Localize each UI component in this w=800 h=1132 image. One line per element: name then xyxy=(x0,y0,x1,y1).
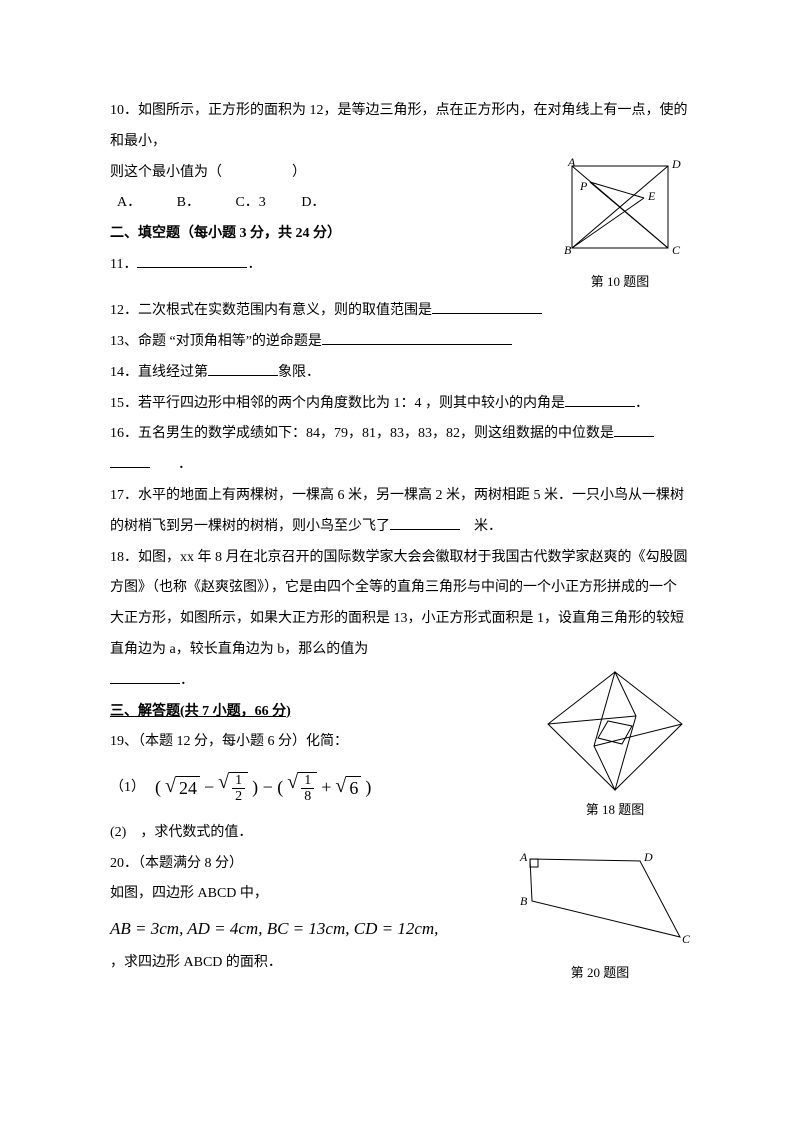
q16b: ． xyxy=(110,450,690,481)
q16: 16．五名男生的数学成绩如下：84，79，81，83，83，82，则这组数据的中… xyxy=(110,419,690,450)
q15-blank xyxy=(565,393,635,407)
q15: 15．若平行四边形中相邻的两个内角度数比为 1：4 ，则其中较小的内角是 ． xyxy=(110,389,690,420)
q17-blank xyxy=(390,516,460,530)
q14-text-b: 象限． xyxy=(278,365,320,380)
q13-blank xyxy=(322,331,512,345)
q15-text-a: 15．若平行四边形中相邻的两个内角度数比为 1：4 ，则其中较小的内角是 xyxy=(110,396,565,411)
q14-text-a: 14．直线经过第 xyxy=(110,365,208,380)
svg-text:A: A xyxy=(519,850,528,864)
q16-blank2 xyxy=(110,454,150,468)
svg-text:B: B xyxy=(564,243,572,257)
q10-fig-label: 第 10 题图 xyxy=(550,268,690,297)
svg-text:B: B xyxy=(520,894,528,908)
q11-blank xyxy=(137,254,247,268)
section-2-heading: 二、填空题（每小题 3 分，共 24 分） xyxy=(110,219,550,250)
q20-figure: A D B C xyxy=(510,849,690,959)
q20-eq-text: AB = 3cm, AD = 4cm, BC = 13cm, CD = 12cm… xyxy=(110,919,438,938)
q10-line1: 10．如图所示，正方形的面积为 12，是等边三角形，点在正方形内，在对角线上有一… xyxy=(110,96,690,158)
q17-text-b: 米． xyxy=(460,519,502,534)
q10-choice-b: B． xyxy=(177,188,200,219)
q16-text: 16．五名男生的数学成绩如下：84，79，81，83，83，82，则这组数据的中… xyxy=(110,426,614,441)
svg-text:C: C xyxy=(672,243,681,257)
q18-figure xyxy=(540,666,690,796)
q11-dot: ． xyxy=(247,257,261,272)
q10-line2: 则这个最小值为（ ） xyxy=(110,158,550,189)
svg-text:A: A xyxy=(567,158,576,169)
svg-text:D: D xyxy=(671,158,681,171)
q19-1: （1） ( √24 − √12 ) − ( √18 + √6 ) xyxy=(110,758,532,818)
q10-choices: A． B． C．3 D． xyxy=(110,188,550,219)
q12-text: 12．二次根式在实数范围内有意义，则的取值范围是 xyxy=(110,303,432,318)
q18-text: 18．如图，xx 年 8 月在北京召开的国际数学家大会会徽取材于我国古代数学家赵… xyxy=(110,550,688,657)
q10-choice-d: D． xyxy=(301,188,325,219)
svg-text:C: C xyxy=(682,932,690,946)
q18-dot: ． xyxy=(180,673,194,688)
q11: 11． ． xyxy=(110,250,550,281)
svg-text:D: D xyxy=(643,850,653,864)
section-3-heading: 三、解答题(共 7 小题，66 分) xyxy=(110,697,291,728)
q13-text: 13、命题 “对顶角相等”的逆命题是 xyxy=(110,334,322,349)
q16-blank xyxy=(614,423,654,437)
q11-num: 11． xyxy=(110,257,137,272)
q18-blank xyxy=(110,670,180,684)
q10-choice-c: C．3 xyxy=(235,188,265,219)
q18: 18．如图，xx 年 8 月在北京召开的国际数学家大会会徽取材于我国古代数学家赵… xyxy=(110,543,690,666)
q14: 14．直线经过第 象限． xyxy=(110,358,690,389)
q10-choice-a: A． xyxy=(117,188,141,219)
q12-blank xyxy=(432,300,542,314)
q18-figure-wrap: 第 18 题图 xyxy=(540,666,690,825)
q20-figure-wrap: A D B C 第 20 题图 xyxy=(510,849,690,988)
q20-fig-label: 第 20 题图 xyxy=(510,959,690,988)
q16-dot: ． xyxy=(150,457,192,472)
q19-1-formula: ( √24 − √12 ) − ( √18 + √6 ) xyxy=(155,768,371,808)
q14-blank xyxy=(208,362,278,376)
q15-text-b: ． xyxy=(635,396,649,411)
q17: 17．水平的地面上有两棵树，一棵高 6 米，另一棵高 2 米，两树相距 5 米．… xyxy=(110,481,690,543)
q20-b-text: 如图，四边形 ABCD 中， xyxy=(110,886,268,901)
q10-figure: A D B C P E xyxy=(550,158,690,268)
q12: 12．二次根式在实数范围内有意义，则的取值范围是 xyxy=(110,296,690,327)
q10-figure-wrap: A D B C P E 第 10 题图 xyxy=(550,158,690,297)
svg-text:E: E xyxy=(647,189,656,203)
svg-text:P: P xyxy=(579,179,588,193)
q13: 13、命题 “对顶角相等”的逆命题是 xyxy=(110,327,690,358)
q19-1-label: （1） xyxy=(110,773,145,804)
q18-fig-label: 第 18 题图 xyxy=(540,796,690,825)
